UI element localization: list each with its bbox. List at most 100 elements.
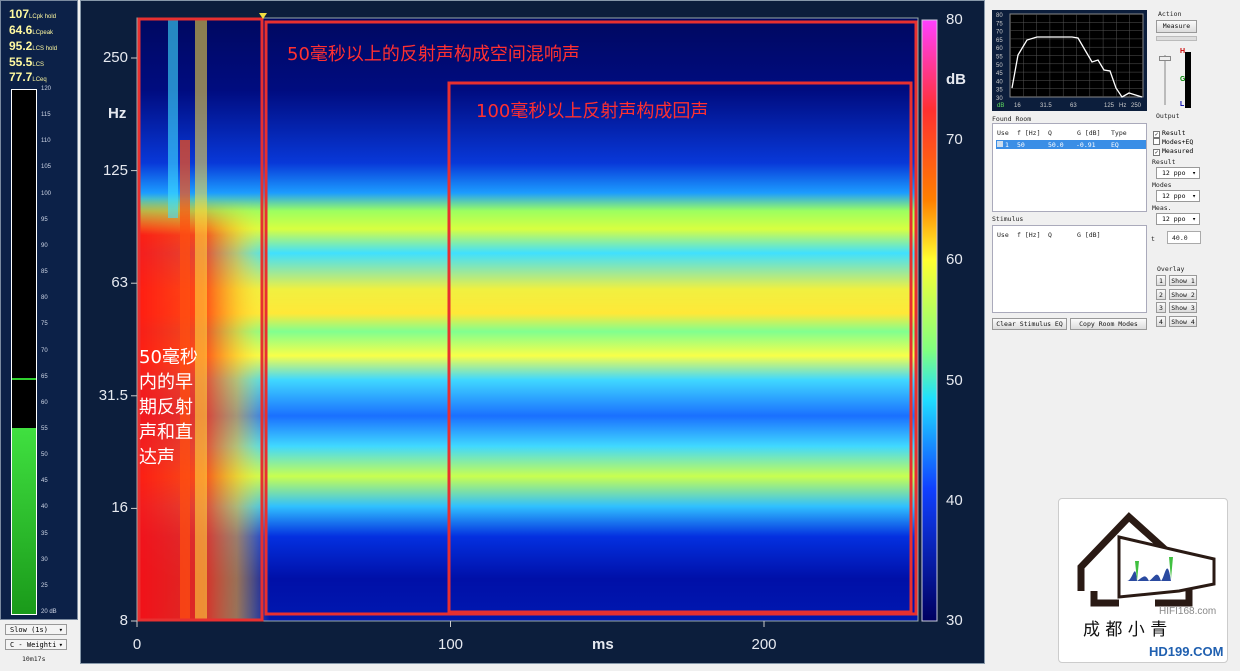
meter-scale-label: 85 bbox=[41, 269, 48, 276]
annotation-line: 达声 bbox=[139, 447, 175, 468]
y-tick-label: 63 bbox=[111, 274, 128, 292]
mini-y-label: 80 bbox=[996, 13, 1003, 19]
colorbar-unit: dB bbox=[946, 71, 966, 88]
weighting-select[interactable]: C - Weighti bbox=[5, 639, 67, 650]
spectrogram-chart[interactable] bbox=[0, 0, 985, 664]
overlay-2-button[interactable]: 2 bbox=[1156, 288, 1166, 300]
annotation-line: 内的早 bbox=[139, 372, 193, 393]
show-overlay-1-button[interactable]: Show 1 bbox=[1169, 275, 1197, 286]
meter-scale-label: 25 bbox=[41, 582, 48, 589]
output-slider-thumb[interactable] bbox=[1159, 56, 1171, 61]
meter-scale-label: 120 bbox=[41, 86, 52, 92]
show-overlay-2-button[interactable]: Show 2 bbox=[1169, 288, 1197, 300]
mini-x-label: dB bbox=[997, 103, 1004, 109]
colorbar-tick-label: 50 bbox=[946, 371, 963, 389]
col-q: Q bbox=[1048, 231, 1052, 239]
colorbar-tick-label: 40 bbox=[946, 491, 963, 509]
modes-eq-checkbox[interactable]: Modes+EQ bbox=[1153, 138, 1193, 146]
cursor-marker-icon[interactable] bbox=[259, 13, 267, 19]
colorbar-tick-label: 70 bbox=[946, 131, 963, 149]
stimulus-table[interactable]: Use f [Hz] Q G [dB] bbox=[992, 225, 1147, 313]
colorbar bbox=[921, 19, 938, 622]
mini-y-label: 60 bbox=[996, 46, 1003, 52]
spl-meter-panel: 107LCpk hold 64.6LCpeak 95.2LCS hold 55.… bbox=[0, 0, 78, 620]
use-checkbox[interactable] bbox=[997, 141, 1003, 147]
reading-lcpeak: 64.6LCpeak bbox=[9, 23, 54, 37]
x-tick-label: 200 bbox=[751, 636, 777, 653]
mini-y-label: 75 bbox=[996, 21, 1003, 27]
meter-scale-label: 100 bbox=[41, 190, 52, 197]
y-tick-label: 16 bbox=[111, 499, 128, 517]
direct-sound-streak bbox=[168, 18, 178, 218]
result-label: Result bbox=[1152, 158, 1176, 166]
cell: EQ bbox=[1111, 141, 1119, 149]
meter-scale-label: 75 bbox=[41, 321, 48, 328]
copy-room-modes-button[interactable]: Copy Room Modes bbox=[1070, 318, 1147, 330]
result-smoothing-select[interactable]: 12 ppo bbox=[1156, 167, 1200, 179]
cell: 50.0 bbox=[1048, 141, 1064, 149]
reading-lceq: 77.7LCeq bbox=[9, 70, 47, 84]
plot-frame bbox=[136, 17, 919, 622]
action-label: Action bbox=[1158, 10, 1182, 18]
meter-scale-label: 60 bbox=[41, 399, 48, 406]
mini-x-label: 125 bbox=[1104, 103, 1115, 109]
overlay-4-button[interactable]: 4 bbox=[1156, 315, 1166, 327]
measure-button[interactable]: Measure bbox=[1156, 20, 1197, 33]
meter-scale-label: 55 bbox=[41, 425, 48, 432]
colorbar-tick-label: 80 bbox=[946, 11, 963, 28]
meter-scale-label: 80 bbox=[41, 295, 48, 302]
y-tick-label: 31.5 bbox=[98, 386, 128, 404]
meter-scale-label: 70 bbox=[41, 347, 48, 354]
meter-scale-label: 40 bbox=[41, 504, 48, 511]
meter-letter-g: G bbox=[1180, 76, 1186, 83]
col-gain: G [dB] bbox=[1077, 129, 1101, 137]
meter-scale-label: 20 dB bbox=[41, 609, 57, 615]
overlay-3-button[interactable]: 3 bbox=[1156, 302, 1166, 313]
house-film-logo-icon bbox=[1077, 512, 1216, 607]
col-gain: G [dB] bbox=[1077, 231, 1101, 239]
result-checkbox[interactable]: ✓ Result bbox=[1153, 129, 1186, 138]
annotation-line: 期反射 bbox=[139, 397, 193, 418]
mini-x-label: 63 bbox=[1070, 103, 1077, 109]
modes-smoothing-select[interactable]: 12 ppo bbox=[1156, 190, 1200, 202]
output-slider-track[interactable] bbox=[1164, 55, 1166, 105]
table-row[interactable]: 1 50 50.0 -0.91 EQ bbox=[996, 140, 1146, 149]
mini-y-label: 35 bbox=[996, 88, 1003, 94]
annotation-line: 50毫秒 bbox=[139, 347, 198, 368]
mini-x-label: 16 bbox=[1014, 103, 1021, 109]
level-bar bbox=[11, 89, 37, 615]
clear-stimulus-eq-button[interactable]: Clear Stimulus EQ bbox=[992, 318, 1067, 330]
measured-checkbox[interactable]: ✓ Measured bbox=[1153, 147, 1194, 156]
overlay-1-button[interactable]: 1 bbox=[1156, 275, 1166, 286]
meter-scale-label: 115 bbox=[41, 112, 51, 119]
y-tick-label: 8 bbox=[119, 612, 128, 629]
early-reflection-box bbox=[137, 17, 264, 622]
cell: -0.91 bbox=[1076, 141, 1096, 149]
meter-scale-label: 65 bbox=[41, 373, 48, 380]
annotation-line: 声和直 bbox=[139, 422, 193, 443]
meter-scale-label: 110 bbox=[41, 138, 51, 145]
meter-scale-label: 105 bbox=[41, 164, 52, 171]
col-q: Q bbox=[1048, 129, 1052, 137]
show-overlay-3-button[interactable]: Show 3 bbox=[1169, 302, 1197, 313]
reading-lcpk-hold: 107LCpk hold bbox=[9, 7, 57, 21]
found-room-table[interactable]: Use f [Hz] Q G [dB] Type 1 50 50.0 -0.91… bbox=[992, 123, 1147, 212]
speed-select[interactable]: Slow (1s) bbox=[5, 624, 67, 635]
output-label: Output bbox=[1156, 112, 1180, 120]
early-reflection-annotation: 50毫秒 内的早 期反射 声和直 达声 bbox=[139, 345, 198, 470]
overlay-title: Overlay bbox=[1157, 265, 1185, 273]
meas-smoothing-select[interactable]: 12 ppo bbox=[1156, 213, 1200, 225]
level-fill bbox=[12, 427, 36, 614]
peak-line bbox=[12, 378, 36, 381]
y-tick-label: 250 bbox=[102, 49, 128, 66]
show-overlay-4-button[interactable]: Show 4 bbox=[1169, 315, 1197, 327]
reverb-annotation: 50毫秒以上的反射声构成空间混响声 bbox=[287, 44, 580, 65]
watermark-logo: HIFI168.com 成 都 小 青 HD199.COM bbox=[1058, 498, 1228, 663]
logo-site1: HIFI168.com bbox=[1159, 606, 1217, 617]
direct-sound-streak bbox=[180, 140, 190, 621]
mini-x-label: Hz bbox=[1119, 103, 1126, 109]
t-input[interactable]: 40.0 bbox=[1167, 231, 1201, 244]
col-use: Use bbox=[997, 129, 1009, 137]
mini-y-label: 55 bbox=[996, 55, 1003, 61]
